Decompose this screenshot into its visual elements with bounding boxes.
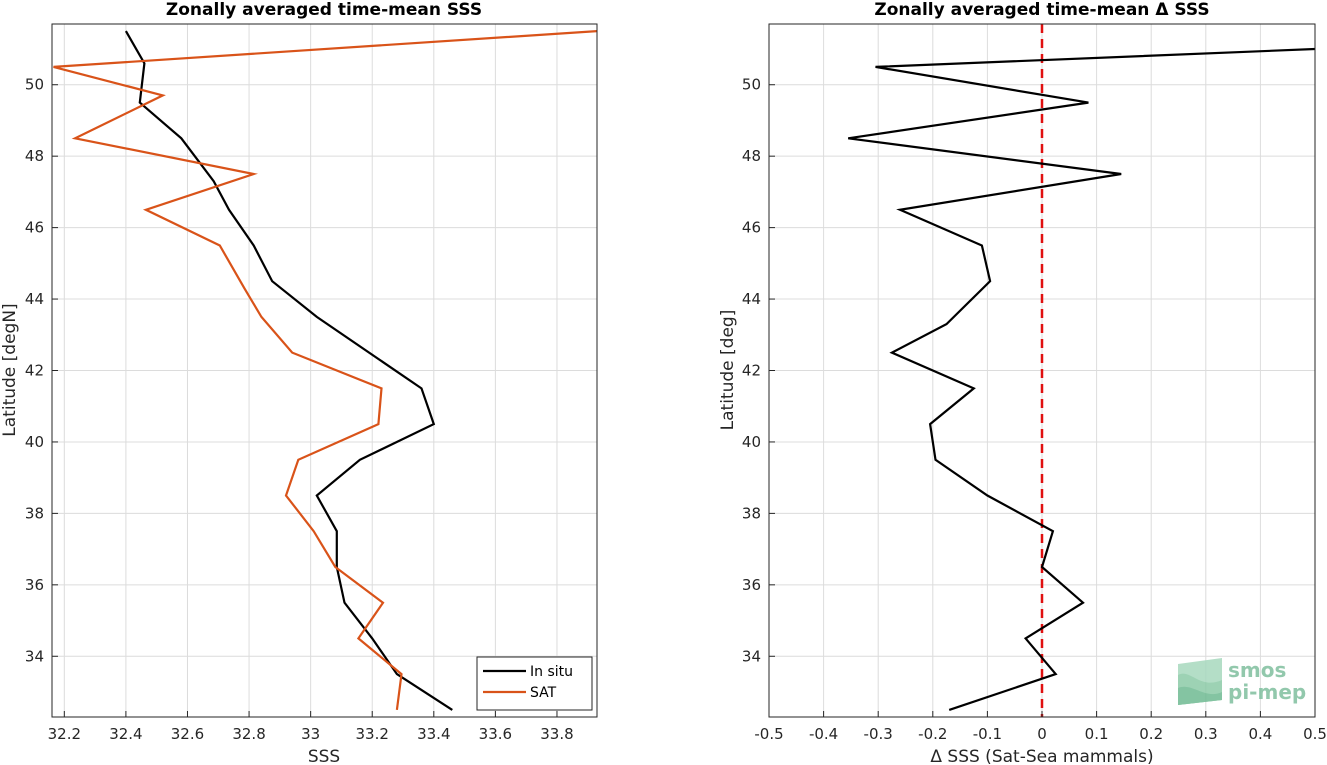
left-x-tick-label: 33.2 — [356, 725, 389, 743]
left-y-ticks: 34 36 38 40 42 44 46 48 50 — [25, 76, 58, 665]
logo-text-pi-mep: pi-mep — [1228, 680, 1306, 704]
right-x-tick-label: 0.5 — [1303, 725, 1327, 743]
right-x-tick-label: 0.4 — [1248, 725, 1272, 743]
left-y-tick-label: 48 — [25, 147, 44, 165]
right-x-tick-label: 0.2 — [1139, 725, 1163, 743]
series-line-sat — [53, 30, 597, 711]
right-series-layer — [848, 47, 1315, 711]
legend-label-in-situ: In situ — [530, 664, 573, 680]
left-series-layer — [53, 30, 597, 711]
left-x-ticks: 32.2 32.4 32.6 32.8 33 33.2 33.4 33.6 33.8 — [48, 711, 574, 743]
left-x-tick-label: 33.6 — [479, 725, 512, 743]
right-y-tick-label: 40 — [742, 433, 761, 451]
logo-wave-front — [1178, 686, 1222, 705]
right-chart-title: Zonally averaged time-mean Δ SSS — [874, 0, 1209, 20]
right-y-tick-label: 42 — [742, 362, 761, 380]
right-y-tick-label: 48 — [742, 147, 761, 165]
legend: In situ SAT — [476, 656, 593, 711]
left-grid — [52, 24, 597, 717]
series-line-delta-sss — [848, 47, 1315, 711]
left-x-tick-label: 32.2 — [48, 725, 81, 743]
legend-label-sat: SAT — [530, 685, 557, 701]
right-y-tick-label: 34 — [742, 647, 761, 665]
legend-box — [476, 656, 593, 711]
left-x-tick-label: 32.8 — [232, 725, 265, 743]
right-x-tick-label: -0.4 — [809, 725, 838, 743]
right-y-axis-label: Latitude [deg] — [718, 310, 738, 431]
right-x-tick-label: -0.5 — [754, 725, 783, 743]
right-chart: Zonally averaged time-mean Δ SSS -0.5 -0.… — [718, 0, 1327, 765]
right-x-ticks: -0.5 -0.4 -0.3 -0.2 -0.1 0 0.1 0.2 0.3 0.4 0.5 — [754, 711, 1327, 743]
right-y-tick-label: 36 — [742, 576, 761, 594]
left-x-tick-label: 32.6 — [171, 725, 204, 743]
right-x-tick-label: 0.3 — [1194, 725, 1218, 743]
right-y-tick-label: 38 — [742, 504, 761, 522]
left-y-tick-label: 44 — [25, 290, 44, 308]
right-x-tick-label: 0.1 — [1085, 725, 1109, 743]
left-y-axis-label: Latitude [degN] — [0, 303, 20, 436]
smos-pi-mep-logo: smos pi-mep — [1178, 658, 1306, 705]
right-y-ticks: 34 36 38 40 42 44 46 48 50 — [742, 76, 775, 665]
left-y-tick-label: 46 — [25, 219, 44, 237]
right-x-tick-label: -0.1 — [973, 725, 1002, 743]
right-y-tick-label: 46 — [742, 219, 761, 237]
left-x-tick-label: 33 — [301, 725, 320, 743]
right-x-tick-label: -0.2 — [918, 725, 947, 743]
right-y-tick-label: 50 — [742, 76, 761, 94]
left-y-tick-label: 42 — [25, 362, 44, 380]
left-x-tick-label: 33.8 — [540, 725, 573, 743]
left-y-tick-label: 38 — [25, 504, 44, 522]
left-x-tick-label: 32.4 — [109, 725, 142, 743]
right-x-axis-label: Δ SSS (Sat-Sea mammals) — [930, 747, 1153, 765]
left-chart: Zonally averaged time-mean SSS 32.2 32.4 3… — [0, 0, 598, 765]
right-x-tick-label: 0 — [1037, 725, 1047, 743]
right-y-tick-label: 44 — [742, 290, 761, 308]
left-y-tick-label: 36 — [25, 576, 44, 594]
left-x-tick-label: 33.4 — [417, 725, 450, 743]
left-chart-title: Zonally averaged time-mean SSS — [166, 0, 482, 20]
right-x-tick-label: -0.3 — [864, 725, 893, 743]
logo-text-smos: smos — [1228, 658, 1286, 682]
left-y-tick-label: 34 — [25, 647, 44, 665]
left-y-tick-label: 40 — [25, 433, 44, 451]
series-line-in-situ — [124, 30, 453, 711]
left-x-axis-label: SSS — [308, 747, 340, 765]
left-y-tick-label: 50 — [25, 76, 44, 94]
